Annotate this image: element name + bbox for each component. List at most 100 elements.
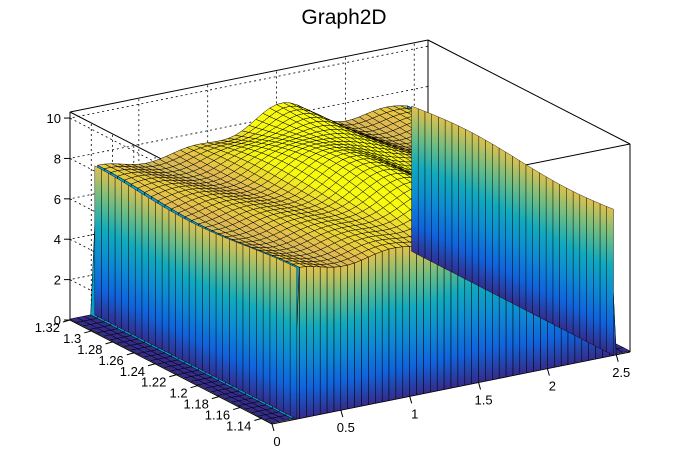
y-tick-label: 1.24 [120,364,145,379]
surface-side-cell [492,143,500,297]
surface-side-cell [94,165,102,319]
surface-side-cell [269,255,277,409]
y-tick-mark [232,407,241,411]
z-tick-label: 10 [47,111,61,126]
surface-side-cell [215,233,223,382]
surface-wall-cell [340,264,348,411]
surface-side-cell [431,113,439,266]
z-tick-label: 4 [54,232,61,247]
surface-side-cell [283,260,291,416]
surface-side-cell [249,247,257,399]
surface-side-cell [411,105,419,256]
x-tick-mark [546,368,550,376]
surface-side-cell [444,119,453,273]
surface-side-cell [195,224,203,371]
surface-side-cell [458,125,466,280]
surface-wall-cell [299,266,307,419]
z-tick-label: 8 [54,151,61,166]
y-tick-mark [254,418,262,422]
frame-edge [69,39,429,113]
y-tick-label: 1.14 [226,419,251,434]
surface-side-cell [478,135,486,290]
y-tick-mark [147,363,156,367]
surface-wall-cell [326,266,335,414]
surface-cell [615,347,631,353]
x-tick-mark [409,396,413,404]
surface-side-cell [566,187,574,335]
surface-side-cell [101,169,109,323]
surface-side-cell [451,122,459,276]
surface-side-cell [155,201,163,351]
surface-side-cell [505,151,513,304]
y-tick-mark [211,396,219,400]
surface-side-cell [202,227,210,375]
surface-side-cell [552,180,560,328]
surface-side-cell [579,194,587,342]
surface-side-cell [235,241,244,392]
x-tick-label: 0 [273,434,280,449]
y-tick-label: 1.32 [35,320,60,335]
surface-side-cell [276,257,284,413]
surface-wall-cell [416,245,424,396]
surface-side-cell [175,213,183,361]
surface-side-cell [539,172,547,322]
surface-side-cell [161,205,170,354]
surface-side-cell [108,172,116,326]
surface-side-cell [586,197,594,346]
axes [62,117,619,432]
surface-side-cell [289,264,297,420]
surface-wall-cell [354,259,362,408]
frame-edge [69,319,273,425]
surface-side-cell [121,180,129,333]
y-tick-mark [126,352,134,356]
x-tick-mark [615,354,619,362]
surface-wall-cell [395,246,404,400]
surface-wall-cell [313,266,321,417]
x-tick-mark [271,423,275,432]
y-tick-label: 1.26 [98,353,123,368]
surface-side-cell [141,193,149,344]
surface-wall-cell [361,256,369,407]
surface-side-cell [222,236,230,385]
z-tick-label: 2 [54,273,61,288]
surface-wall-cell [306,266,314,418]
surface-side-cell [114,176,122,330]
surface-side-cell [465,128,473,283]
surface-mesh [69,102,631,424]
x-tick-label: 1.5 [474,392,492,407]
x-tick-mark [340,410,344,418]
surface-side-cell [438,116,446,270]
z-tick-label: 0 [54,313,61,328]
y-tick-label: 1.18 [184,397,209,412]
y-tick-label: 1.16 [205,408,230,423]
surface-wall-cell [388,247,397,401]
surface-side-cell [229,239,237,389]
tick-labels: 00.511.522.51.141.161.181.21.221.241.261… [35,111,631,449]
surface-side-cell [525,164,533,315]
surface-side-cell [256,249,264,403]
y-tick-mark [84,330,92,334]
surface-side-cell [188,220,197,368]
x-tick-label: 2 [549,379,556,394]
surface-wall-cell [368,253,376,405]
z-tick-label: 6 [54,192,61,207]
chart-title: Graph2D [301,6,386,29]
surface-side-cell [262,252,271,406]
surface-side-cell [532,168,540,318]
surface-side-cell [424,111,432,263]
surface-side-cell [242,244,250,396]
surface-side-cell [471,132,479,287]
surface-side-cell [519,160,527,311]
y-tick-label: 1.22 [141,375,166,390]
surface-side-cell [593,200,601,349]
x-tick-label: 1 [411,406,418,421]
x-tick-label: 2.5 [612,365,630,380]
surface-wall-cell [402,246,410,399]
surface-wall-cell [430,241,438,393]
surface-wall-cell [381,248,390,403]
y-tick-mark [190,385,198,389]
surface-side-cell [128,184,136,337]
surface-wall-cell [333,266,342,412]
